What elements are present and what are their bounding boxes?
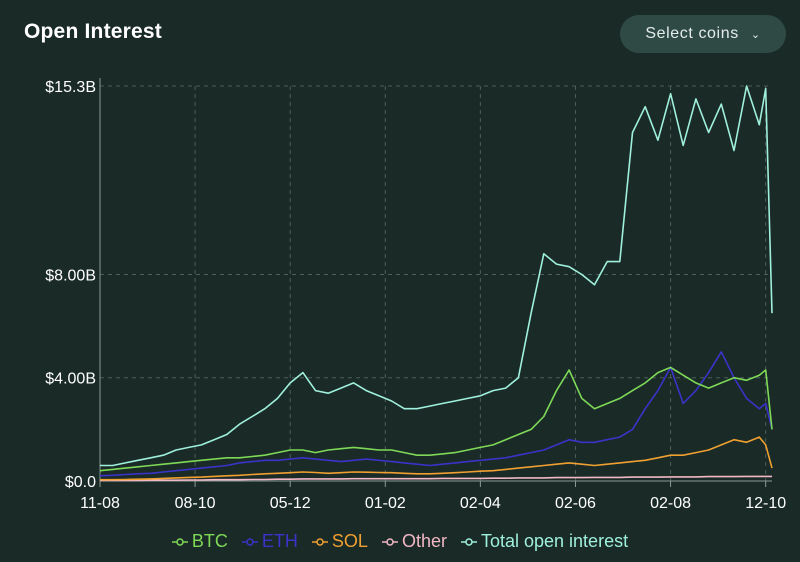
y-tick-label-2: $8.00B [45,267,96,284]
select-coins-label: Select coins [645,25,739,42]
x-tick-label-6: 02-08 [650,495,691,512]
legend-swatch-icon [171,537,188,546]
series-line-eth [99,351,773,477]
legend-swatch-icon [311,537,328,546]
legend-label: BTC [191,531,228,551]
y-tick-label-1: $4.00B [45,371,96,388]
x-tick-label-2: 05-12 [270,495,311,512]
legend-item-eth[interactable]: ETH [241,531,298,552]
chart-title: Open Interest [24,20,162,43]
chevron-down-icon: ⌄ [750,28,761,41]
legend-label: Other [401,531,447,551]
legend-label: ETH [261,531,298,551]
x-tick-label-0: 11-08 [80,495,120,512]
y-tick-label-3: $15.3B [45,79,96,96]
legend-swatch-icon [381,537,398,546]
series-line-sol [100,436,773,481]
legend-swatch-icon [460,537,477,546]
legend-swatch-icon [241,537,258,546]
legend-item-other[interactable]: Other [381,531,447,552]
x-tick-label-3: 01-02 [365,495,406,512]
legend-item-sol[interactable]: SOL [311,531,368,552]
x-tick-label-5: 02-06 [555,495,596,512]
legend-label: SOL [331,531,368,551]
series-line-total-open-interest [100,85,773,467]
series-line-btc [99,366,773,472]
chart-legend: BTC ETH SOL Other Total open interest [0,531,800,552]
x-tick-label-1: 08-10 [175,495,216,512]
x-tick-label-7: 12-10 [745,495,786,512]
select-coins-button[interactable]: Select coins ⌄ [620,15,786,53]
legend-label: Total open interest [480,531,629,551]
legend-item-btc[interactable]: BTC [171,531,228,552]
y-tick-label-0: $0.0 [65,474,96,491]
x-tick-label-4: 02-04 [460,495,501,512]
series-line-other [100,475,772,482]
legend-item-total-open-interest[interactable]: Total open interest [460,531,629,552]
